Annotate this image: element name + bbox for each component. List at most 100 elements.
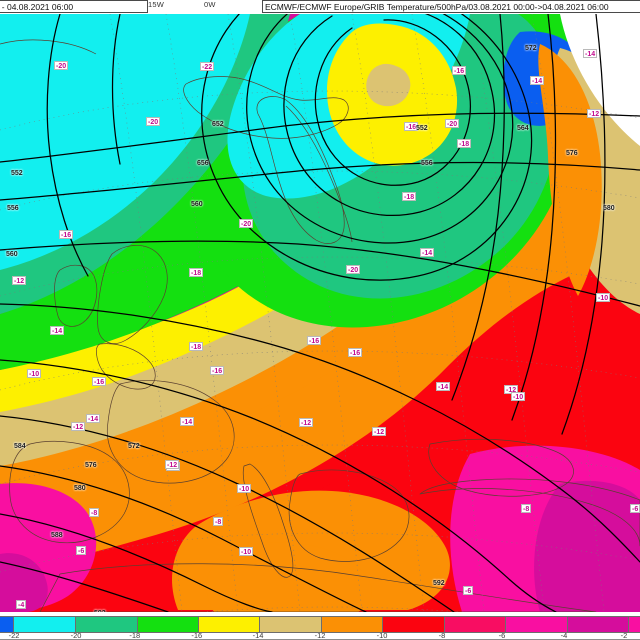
coastline (428, 438, 574, 497)
temperature-contour-label: -14 (50, 326, 65, 335)
contour-label-layer: -20 -22 -20 -20 -16 -14 -12 -14 -16 -18 -18 -20 -16-… (0, 14, 640, 612)
coastline (256, 96, 345, 244)
geopotential-contour-label: 552 (11, 170, 23, 177)
geopotential-contour-label: 588 (51, 532, 63, 539)
graticule-line (165, 14, 239, 612)
temperature-contour-label: -16 (307, 336, 322, 345)
colorbar-swatch (506, 617, 568, 632)
temperature-contour-label: -12 (587, 109, 602, 118)
temperature-contour-label: -6 (76, 546, 87, 555)
temperature-band (366, 63, 411, 107)
geopotential-isoline (283, 14, 496, 216)
longitude-label-0w: 0W (204, 0, 216, 9)
coastline (9, 441, 130, 544)
colorbar-swatch (137, 617, 200, 632)
graticule-line (109, 14, 183, 612)
temperature-contour-label: -10 (239, 547, 254, 556)
geopotential-contour-label: 576 (85, 462, 97, 469)
colorbar-swatch (567, 617, 630, 632)
temperature-contour-label: -10 (27, 369, 42, 378)
temperature-contour-label: -14 (86, 414, 101, 423)
colorbar-tick: -16 (191, 631, 203, 640)
geopotential-isoline (0, 112, 640, 163)
temperature-contour-label: -12 (165, 460, 180, 469)
geopotential-contour-label: 556 (7, 205, 19, 212)
temperature-contour-label: -6 (630, 504, 640, 513)
temperature-contour-label: -16 (404, 122, 419, 131)
geopotential-contour-label: 576 (566, 150, 578, 157)
temperature-contour-label: -20 (445, 119, 460, 128)
colorbar-tick: -20 (70, 631, 82, 640)
colorbar[interactable]: -22 -20 -18 -16 -14 -12 -10 -8 -6 -4 -2 (0, 612, 640, 640)
geopotential-contour-label: 564 (517, 125, 529, 132)
temperature-contour-label: -6 (463, 586, 474, 595)
geopotential-isoline (0, 513, 273, 612)
coastline (242, 463, 294, 578)
temperature-contour-label: -4 (16, 600, 27, 609)
colorbar-tick: -8 (438, 631, 446, 640)
graticule-line (0, 350, 640, 391)
geopotential-contour-label: 584 (14, 443, 26, 450)
colorbar-swatch (383, 617, 445, 632)
temperature-contour-label: -20 (239, 219, 254, 228)
geopotential-isoline (201, 14, 533, 281)
graticule-line (0, 90, 640, 131)
colorbar-tick: -6 (498, 631, 506, 640)
temperature-contour-label: -12 (71, 422, 86, 431)
graticule-line (0, 444, 640, 485)
coastline (96, 343, 156, 390)
geopotential-contour-label: 552 (416, 125, 428, 132)
colorbar-tick: -10 (376, 631, 388, 640)
temperature-contour-label: -16 (210, 366, 225, 375)
geopotential-isoline (314, 19, 472, 186)
temperature-contour-label: -18 (457, 139, 472, 148)
colorbar-tick: -14 (252, 631, 264, 640)
temperature-contour-label: -10 (511, 392, 526, 401)
coastline (106, 380, 235, 484)
geopotential-isoline (511, 14, 557, 421)
geopotential-isoline (0, 161, 640, 201)
temperature-contour-label: -14 (420, 248, 435, 257)
coastline (285, 105, 353, 243)
temperature-contour-label: -16 (59, 230, 74, 239)
temperature-contour-label: -16 (92, 377, 107, 386)
geopotential-contour-label: 556 (421, 160, 433, 167)
graticule-line (351, 14, 425, 612)
geopotential-contour-label: 592 (93, 609, 107, 612)
colorbar-tick: -18 (129, 631, 141, 640)
coastline (54, 264, 98, 327)
geopotential-isoline (0, 359, 557, 612)
geopotential-isoline (451, 14, 505, 401)
temperature-contour-label: -12 (372, 427, 387, 436)
geopotential-isoline (0, 561, 169, 612)
temperature-contour-label: -12 (299, 418, 314, 427)
geopotential-contour-label: 572 (128, 443, 140, 450)
geopotential-isoline (246, 14, 514, 244)
graticule-line (411, 14, 485, 612)
colorbar-swatch (444, 617, 507, 632)
temperature-contour-label: -18 (402, 192, 417, 201)
temperature-contour-label: -18 (189, 268, 204, 277)
graticule-line (289, 14, 363, 612)
temperature-contour-label: -16 (452, 66, 467, 75)
colorbar-swatch (629, 617, 640, 632)
geopotential-contour-label: 656 (197, 160, 209, 167)
longitude-label-15w: 15W (148, 0, 165, 9)
colorbar-tick: -2 (620, 631, 628, 640)
graticule-line (227, 14, 301, 612)
temperature-band (0, 14, 250, 270)
geopotential-contour-label: 572 (525, 45, 537, 52)
temperature-contour-label: -10 (596, 293, 611, 302)
map-subtitle-label: 0 & TEMP - 04.08.2021 06:00 (0, 0, 148, 13)
coastline (183, 76, 349, 139)
colorbar-swatch (0, 617, 15, 632)
geopotential-isoline (0, 465, 367, 612)
geopotential-contour-label: 592 (433, 580, 445, 587)
graticule-line (0, 170, 640, 211)
map-viewport[interactable]: -20 -22 -20 -20 -16 -14 -12 -14 -16 -18 -18 -20 -16-… (0, 14, 640, 612)
colorbar-swatch (76, 617, 138, 632)
geopotential-contour-label: 580 (603, 205, 615, 212)
graticule-line (202, 606, 465, 612)
colorbar-swatch (321, 617, 384, 632)
temperature-contour-label: -8 (213, 517, 224, 526)
